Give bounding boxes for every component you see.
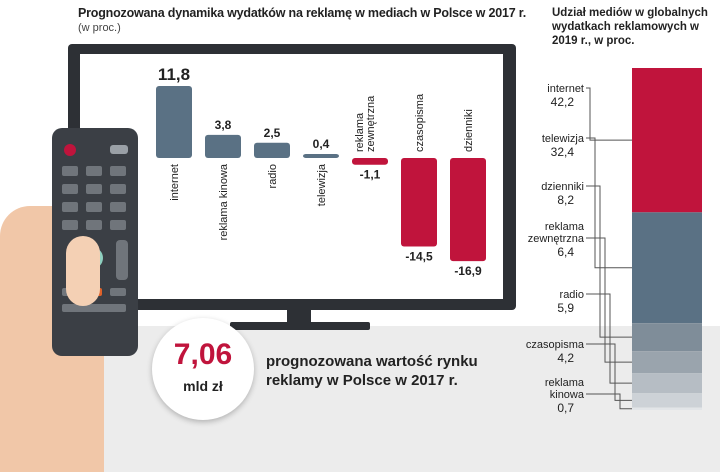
bar-value-label-0: 11,8 — [158, 65, 190, 84]
bar-0 — [156, 86, 192, 158]
bar-value-label-4: -1,1 — [360, 168, 381, 182]
category-label-line: reklama kinowa — [218, 163, 230, 240]
stack-leader-line-1 — [586, 137, 632, 269]
tv-stand-neck — [287, 310, 311, 324]
stack-leader-line-5 — [586, 343, 632, 401]
category-label-4: reklama zewnętrzna — [354, 95, 377, 152]
stack-category-label-6: kinowa — [550, 389, 585, 401]
bar-5 — [401, 158, 437, 247]
stack-value-label-5: 4,2 — [557, 351, 574, 365]
stack-category-label-5: czasopisma — [526, 339, 585, 351]
stack-category-label-2: dzienniki — [541, 181, 584, 193]
stack-value-label-6: 0,7 — [557, 401, 574, 415]
bar-value-label-3: 0,4 — [313, 137, 330, 151]
bar-6 — [450, 158, 486, 262]
stack-category-label-6: reklama — [545, 377, 585, 389]
stack-segment-1 — [632, 212, 702, 324]
category-label-line: radio — [267, 164, 279, 188]
stack-leader-line-3 — [586, 237, 632, 363]
bar-3 — [303, 154, 339, 158]
market-value-caption: prognozowana wartość rynku reklamy w Pol… — [266, 353, 478, 389]
stack-category-label-3: zewnętrzna — [528, 233, 585, 245]
bar-value-label-2: 2,5 — [264, 126, 281, 140]
category-label-6: dzienniki — [463, 109, 475, 152]
tv-stand-base — [230, 322, 370, 330]
stack-segment-4 — [632, 373, 702, 394]
category-label-line: reklama — [354, 112, 366, 152]
bar-value-label-5: -14,5 — [405, 249, 433, 263]
stack-category-label-0: internet — [547, 83, 584, 95]
category-label-2: radio — [267, 164, 279, 188]
stack-segment-2 — [632, 323, 702, 352]
stack-category-label-3: reklama — [545, 221, 585, 233]
category-label-line: dzienniki — [463, 109, 475, 152]
stack-segment-6 — [632, 407, 702, 410]
stack-value-label-2: 8,2 — [557, 193, 574, 207]
bar-2 — [254, 142, 290, 158]
stack-leader-line-2 — [586, 185, 632, 338]
left-chart-subtitle: (w proc.) — [78, 22, 121, 34]
stack-value-label-4: 5,9 — [557, 301, 574, 315]
category-label-1: reklama kinowa — [218, 163, 230, 240]
market-value-badge: 7,06 mld zł — [152, 318, 254, 420]
category-label-line: telewizja — [316, 163, 328, 206]
market-value-unit: mld zł — [183, 378, 223, 394]
category-label-3: telewizja — [316, 163, 328, 206]
stack-category-label-4: radio — [560, 289, 584, 301]
stack-segment-5 — [632, 393, 702, 408]
stack-segment-3 — [632, 351, 702, 374]
stack-category-label-1: telewizja — [542, 133, 585, 145]
stack-value-label-0: 42,2 — [551, 95, 575, 109]
thumb-illustration — [66, 236, 100, 306]
stack-value-label-1: 32,4 — [551, 145, 575, 159]
stack-leader-line-0 — [586, 87, 632, 141]
category-label-0: internet — [169, 164, 181, 201]
stack-value-label-3: 6,4 — [557, 245, 574, 259]
left-chart-title: Prognozowana dynamika wydatków na reklam… — [78, 6, 526, 20]
category-label-line: internet — [169, 164, 181, 201]
bar-value-label-6: -16,9 — [454, 264, 482, 278]
stack-leader-line-4 — [586, 293, 632, 384]
category-label-line: zewnętrzna — [365, 95, 377, 152]
category-label-5: czasopisma — [414, 93, 426, 152]
stack-segment-0 — [632, 68, 702, 213]
right-chart-title: Udział mediów w globalnych wydatkach rek… — [552, 7, 708, 47]
category-label-line: czasopisma — [414, 93, 426, 152]
stack-leader-line-6 — [586, 393, 632, 410]
bar-1 — [205, 134, 241, 158]
market-value: 7,06 — [173, 338, 233, 371]
bar-value-label-1: 3,8 — [215, 118, 232, 132]
bar-4 — [352, 158, 388, 165]
